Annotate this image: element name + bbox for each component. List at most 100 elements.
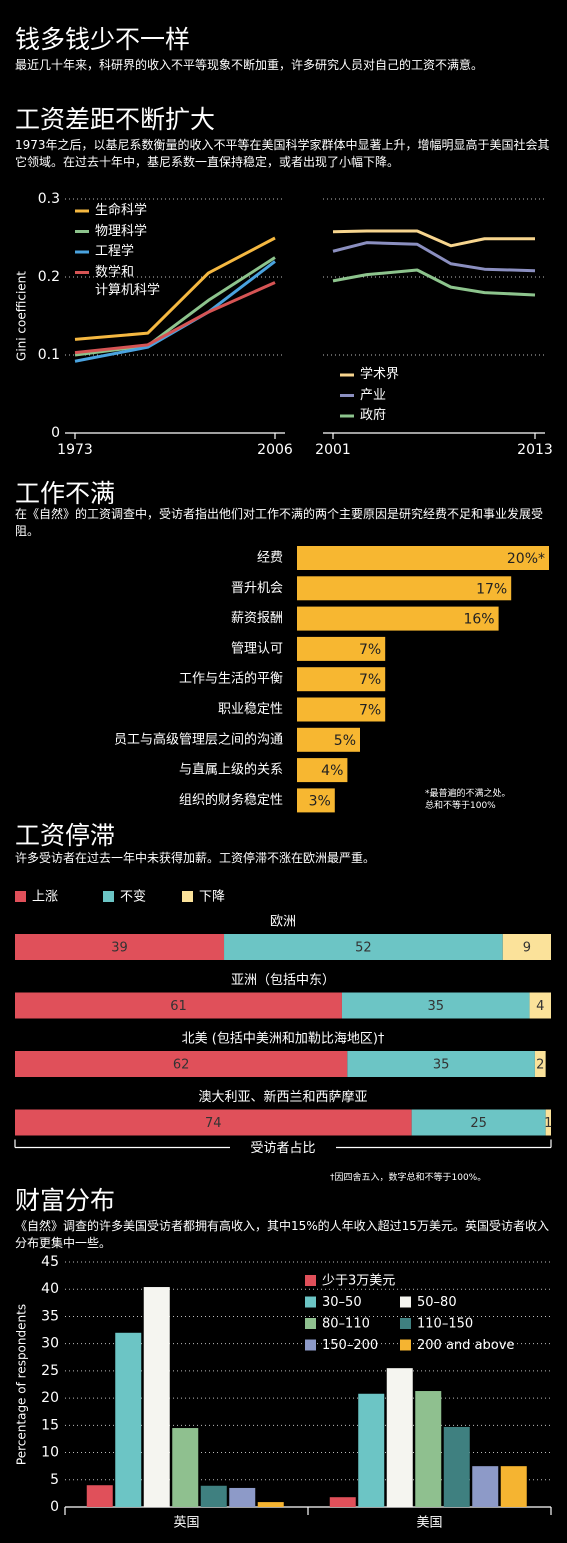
- value-label: 1: [544, 1116, 552, 1131]
- value-label: 7%: [359, 672, 381, 688]
- value-label: 2: [536, 1058, 544, 1073]
- y-tick-label: 0: [50, 1499, 59, 1515]
- bar: [297, 788, 335, 813]
- y-tick-label: 15: [41, 1417, 59, 1433]
- section-subtitle: 1973年之后，以基尼系数衡量的收入不平等在美国科学家群体中显著上升，增幅明显高…: [15, 138, 550, 169]
- legend-label: 上涨: [32, 890, 58, 905]
- legend-label: 产业: [360, 387, 387, 403]
- bar: [229, 1487, 256, 1507]
- y-tick-label: 10: [41, 1445, 59, 1461]
- series-line: [332, 268, 536, 297]
- bar-segment: [411, 1109, 546, 1136]
- category-label: 亚洲（包括中东）: [231, 973, 335, 988]
- legend-swatch: [103, 891, 114, 902]
- value-label: 7%: [359, 642, 381, 658]
- y-tick-label: 25: [41, 1363, 59, 1379]
- section-subtitle: 《自然》调查的许多美国受访者都拥有高收入，其中15%的人年收入超过15万美元。英…: [15, 1219, 549, 1250]
- series-line: [332, 241, 536, 273]
- section-title: 工作不满: [15, 479, 116, 508]
- label-backdrop: [230, 1138, 336, 1157]
- legend-label: 数学和 计算机科学: [95, 264, 161, 298]
- page-title: 钱多钱少不一样: [15, 25, 191, 54]
- bar: [386, 1368, 413, 1507]
- x-axis-label: 受访者占比: [250, 1141, 315, 1156]
- bar: [472, 1466, 499, 1507]
- category-label: 经费: [257, 551, 283, 566]
- legend-label: 少于3万美元: [322, 1274, 395, 1289]
- bar: [86, 1485, 113, 1507]
- y-tick-label: 30: [41, 1336, 59, 1352]
- bar-segment: [15, 992, 342, 1019]
- legend-label: 80–110: [322, 1317, 370, 1332]
- legend-label: 下降: [199, 890, 225, 905]
- value-label: 35: [427, 999, 444, 1014]
- x-tick-label: 美国: [416, 1516, 442, 1531]
- y-tick-label: 5: [50, 1472, 59, 1488]
- y-tick-label: 0: [51, 425, 60, 441]
- bar-segment: [15, 934, 225, 960]
- section-title: 财富分布: [15, 1186, 116, 1215]
- series-line: [74, 256, 276, 357]
- series-line: [74, 281, 276, 355]
- legend-swatch: [305, 1275, 316, 1286]
- value-label: 62: [173, 1058, 190, 1073]
- series-line: [332, 229, 535, 248]
- category-label: 北美 (包括中美洲和加勒比海地区)†: [182, 1032, 385, 1047]
- legend-swatch: [400, 1339, 411, 1351]
- category-label: 薪资报酬: [231, 611, 283, 626]
- legend-swatch: [305, 1318, 316, 1329]
- category-label: 职业稳定性: [218, 701, 283, 717]
- legend-label: 110–150: [417, 1317, 473, 1332]
- y-tick-label: 0.3: [38, 191, 60, 207]
- legend-swatch: [400, 1296, 411, 1308]
- legend-swatch: [182, 891, 193, 902]
- legend-label: 工程学: [95, 244, 135, 259]
- legend-label: 50–80: [417, 1295, 457, 1310]
- category-label: 组织的财务稳定性: [179, 792, 283, 808]
- footnote: †因四舍五入，数字总和不等于100%。: [330, 1173, 487, 1183]
- legend-swatch: [305, 1296, 316, 1308]
- legend-label: 政府: [360, 408, 387, 423]
- legend-label: 200 and above: [417, 1338, 514, 1353]
- section-title: 工资停滞: [15, 821, 116, 850]
- value-label: 20%*: [507, 551, 545, 567]
- y-axis-label: Gini coefficient: [15, 271, 29, 361]
- legend-label: 物理科学: [95, 223, 148, 239]
- bar: [257, 1502, 284, 1507]
- bar: [443, 1426, 470, 1507]
- section-title: 工资差距不断扩大: [15, 105, 216, 134]
- legend-label: 不变: [120, 889, 146, 905]
- legend-label: 30–50: [322, 1295, 362, 1310]
- value-label: 61: [170, 999, 187, 1014]
- value-label: 74: [205, 1116, 222, 1131]
- bar: [297, 697, 386, 722]
- value-label: 17%: [476, 581, 507, 597]
- bar: [297, 727, 360, 752]
- value-label: 4%: [321, 763, 343, 779]
- section-subtitle: 许多受访者在过去一年中未获得加薪。工资停滞不涨在欧洲最严重。: [15, 851, 376, 865]
- value-label: 16%: [463, 612, 494, 628]
- legend-label: 学术界: [360, 367, 400, 382]
- bar: [143, 1287, 170, 1507]
- legend-label: 150–200: [322, 1338, 378, 1353]
- section-subtitle: 在《自然》的工资调查中，受访者指出他们对工作不满的两个主要原因是研究经费不足和事…: [15, 507, 544, 538]
- value-label: 5%: [334, 733, 356, 749]
- x-tick-label: 2001: [315, 442, 351, 458]
- legend-swatch: [15, 891, 26, 902]
- bar-segment: [534, 1051, 546, 1077]
- bar: [297, 758, 348, 783]
- bar: [172, 1428, 199, 1507]
- x-tick-label: 2006: [257, 442, 293, 458]
- bar: [297, 576, 512, 601]
- value-label: 35: [433, 1058, 450, 1073]
- x-tick-label: 2013: [517, 442, 553, 458]
- category-label: 澳大利亚、新西兰和西萨摩亚: [198, 1089, 367, 1105]
- series-line: [74, 236, 276, 341]
- category-label: 员工与高级管理层之间的沟通: [114, 731, 283, 747]
- value-label: 3%: [309, 793, 331, 809]
- page-subtitle: 最近几十年来，科研界的收入不平等现象不断加重，许多研究人员对自己的工资不满意。: [15, 58, 484, 72]
- category-label: 工作与生活的平衡: [179, 671, 283, 687]
- y-tick-label: 0.2: [38, 269, 60, 285]
- bar: [200, 1485, 227, 1507]
